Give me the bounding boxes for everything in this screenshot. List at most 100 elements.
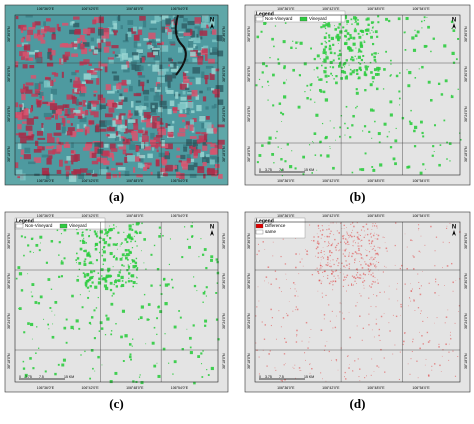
speckle — [359, 234, 361, 237]
speckle — [34, 301, 38, 304]
speckle — [367, 66, 369, 68]
speckle — [413, 145, 417, 148]
texture — [137, 72, 143, 76]
speckle — [342, 253, 344, 255]
texture — [141, 119, 150, 123]
speckle — [324, 98, 329, 102]
texture — [165, 143, 173, 150]
speckle — [186, 238, 189, 241]
speckle — [273, 162, 275, 164]
speckle — [24, 236, 27, 239]
speckle — [385, 17, 388, 21]
texture — [75, 76, 78, 81]
speckle — [75, 259, 78, 261]
texture — [47, 48, 52, 54]
speckle — [327, 256, 329, 258]
speckle — [389, 100, 393, 104]
speckle — [374, 249, 376, 252]
speckle — [424, 244, 426, 246]
lat-label: 38°18'0"N — [222, 353, 226, 369]
speckle — [344, 238, 347, 240]
texture — [64, 160, 68, 164]
speckle — [369, 32, 371, 34]
speckle — [153, 326, 156, 329]
texture — [156, 117, 161, 122]
speckle — [97, 296, 99, 299]
speckle — [365, 32, 369, 36]
texture — [81, 48, 88, 55]
speckle — [417, 273, 419, 275]
speckle — [305, 321, 308, 324]
speckle — [330, 260, 331, 262]
texture — [71, 71, 77, 76]
speckle — [343, 241, 346, 243]
texture — [165, 23, 170, 27]
speckle — [18, 307, 22, 310]
speckle — [309, 363, 311, 365]
texture — [125, 153, 133, 157]
texture — [93, 49, 99, 54]
speckle — [283, 95, 287, 99]
speckle — [345, 378, 347, 380]
texture — [159, 105, 168, 109]
lat-label: 38°24'0"N — [7, 106, 11, 122]
speckle — [357, 238, 360, 240]
speckle — [321, 280, 323, 282]
speckle — [386, 135, 389, 138]
speckle — [125, 281, 127, 283]
texture — [107, 99, 115, 107]
speckle — [384, 242, 386, 243]
speckle — [363, 41, 366, 43]
texture — [169, 100, 175, 107]
speckle — [267, 266, 270, 269]
texture — [36, 100, 41, 108]
texture — [201, 22, 207, 28]
texture — [33, 33, 40, 39]
texture — [204, 74, 209, 80]
speckle — [310, 47, 312, 50]
texture — [181, 160, 188, 167]
texture — [90, 37, 95, 42]
texture — [153, 51, 159, 56]
speckle — [413, 256, 415, 258]
speckle — [449, 334, 451, 336]
texture — [133, 93, 142, 97]
speckle — [319, 154, 323, 157]
speckle — [334, 246, 337, 249]
speckle — [290, 46, 293, 49]
speckle — [83, 250, 85, 252]
texture — [213, 127, 217, 134]
lat-label: 38°24'0"N — [222, 313, 226, 329]
speckle — [162, 234, 164, 237]
texture — [77, 38, 81, 44]
scale-label: 7.5 — [279, 375, 284, 379]
speckle — [54, 300, 58, 304]
texture — [104, 113, 113, 118]
speckle — [354, 27, 356, 30]
texture — [211, 156, 220, 163]
texture — [108, 133, 116, 139]
speckle — [412, 48, 417, 52]
speckle — [423, 19, 426, 22]
speckle — [280, 111, 283, 114]
speckle — [298, 273, 300, 275]
speckle — [324, 137, 327, 140]
speckle — [35, 352, 37, 354]
speckle — [376, 265, 378, 267]
speckle — [109, 225, 111, 227]
speckle — [296, 334, 298, 336]
texture — [182, 163, 189, 170]
speckle — [443, 119, 446, 122]
texture — [205, 154, 210, 158]
texture — [211, 147, 218, 155]
speckle — [114, 371, 118, 375]
texture — [43, 112, 52, 118]
speckle — [83, 237, 85, 239]
texture — [121, 79, 128, 86]
texture — [194, 26, 200, 29]
speckle — [425, 45, 428, 48]
legend-title: Legend — [16, 218, 34, 224]
speckle — [131, 247, 134, 249]
speckle — [324, 345, 326, 347]
scale-label: 7.5 — [39, 375, 44, 379]
